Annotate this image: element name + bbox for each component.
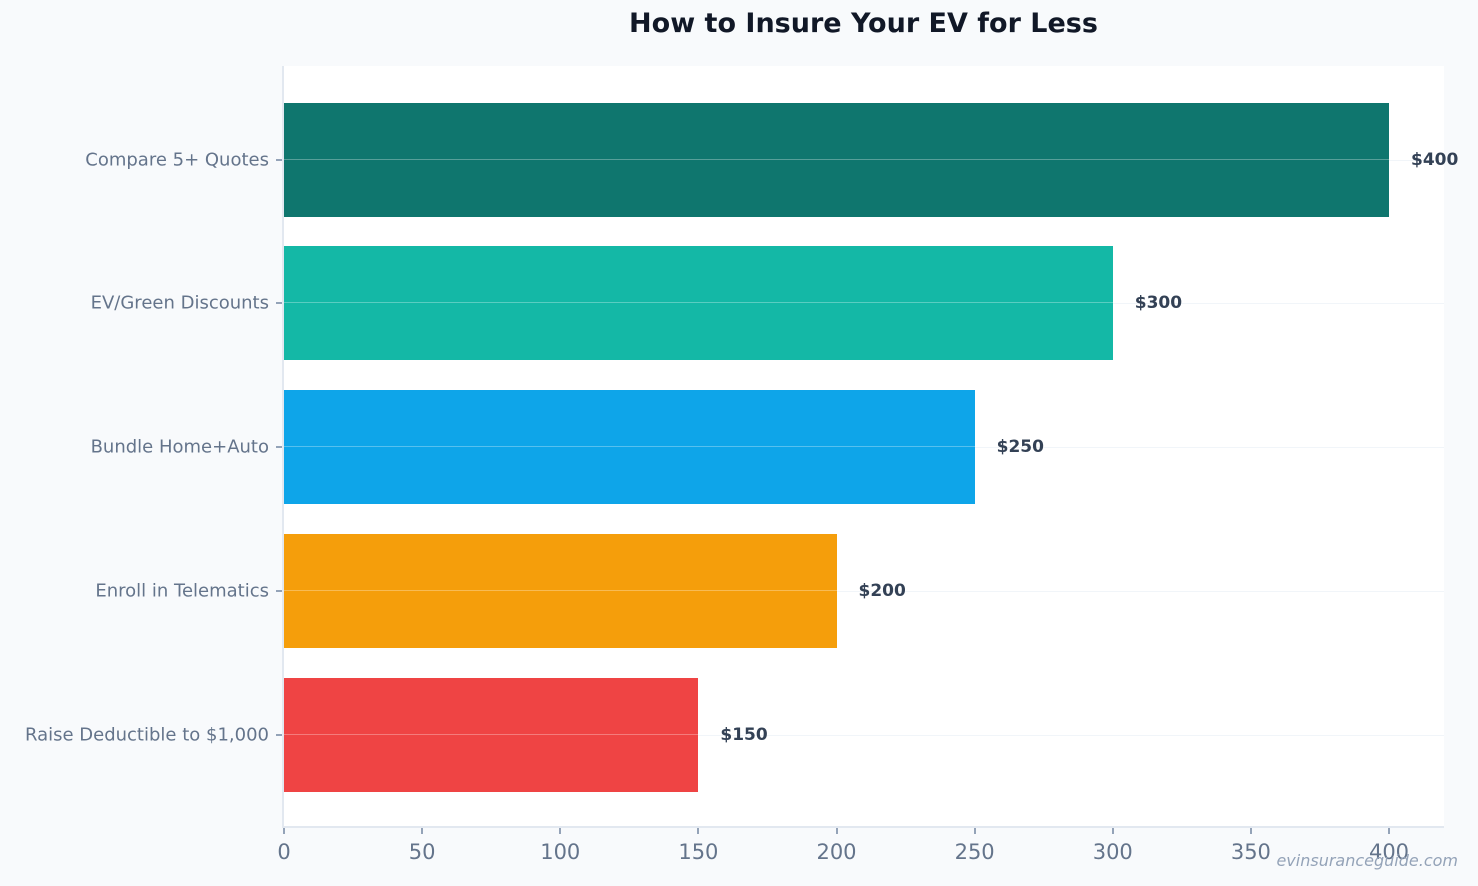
chart-title: How to Insure Your EV for Less [629,8,1098,39]
bar-ev-green-discounts[interactable] [284,246,1113,360]
bar-bundle-home-auto[interactable] [284,390,975,504]
y-tick-mark [276,159,282,161]
x-tick-label: 100 [540,840,581,864]
bar-enroll-telematics[interactable] [284,534,837,648]
y-tick-mark [276,590,282,592]
y-tick-mark [276,446,282,448]
x-tick-mark [1249,828,1252,834]
bar-compare-quotes[interactable] [284,103,1389,217]
value-label: $400 [1411,150,1459,170]
y-tick-label: EV/Green Discounts [90,292,269,314]
value-label: $250 [996,437,1044,457]
x-tick-label: 200 [816,840,857,864]
x-tick-label: 300 [1092,840,1133,864]
gridline [284,735,1444,736]
y-tick-label: Raise Deductible to $1,000 [24,724,269,746]
x-tick-label: 400 [1368,840,1410,864]
value-label: $300 [1134,293,1183,313]
x-tick-label: 150 [678,840,719,864]
x-tick-mark [835,828,838,834]
x-tick-mark [283,828,285,834]
y-tick-label: Bundle Home+Auto [90,436,269,458]
bar-raise-deductible[interactable] [284,678,699,792]
y-axis-line [282,66,284,828]
x-tick-mark [559,828,562,834]
gridline [284,591,1444,592]
value-label: $150 [720,725,768,745]
y-tick-mark [276,302,282,304]
x-tick-mark [973,828,976,834]
y-tick-label: Enroll in Telematics [95,580,269,602]
x-tick-label: 350 [1230,840,1271,864]
value-label: $200 [858,581,906,601]
y-tick-mark [276,734,282,736]
x-tick-mark [421,828,424,834]
x-tick-label: 0 [277,840,291,864]
x-axis-line [282,826,1444,828]
x-tick-mark [697,828,700,834]
watermark: evinsuranceguide.com [1276,851,1458,870]
x-tick-label: 250 [954,840,995,864]
x-tick-mark [1111,828,1114,834]
x-tick-label: 50 [408,840,436,864]
y-tick-label: Compare 5+ Quotes [85,149,269,171]
x-tick-mark [1388,828,1390,834]
